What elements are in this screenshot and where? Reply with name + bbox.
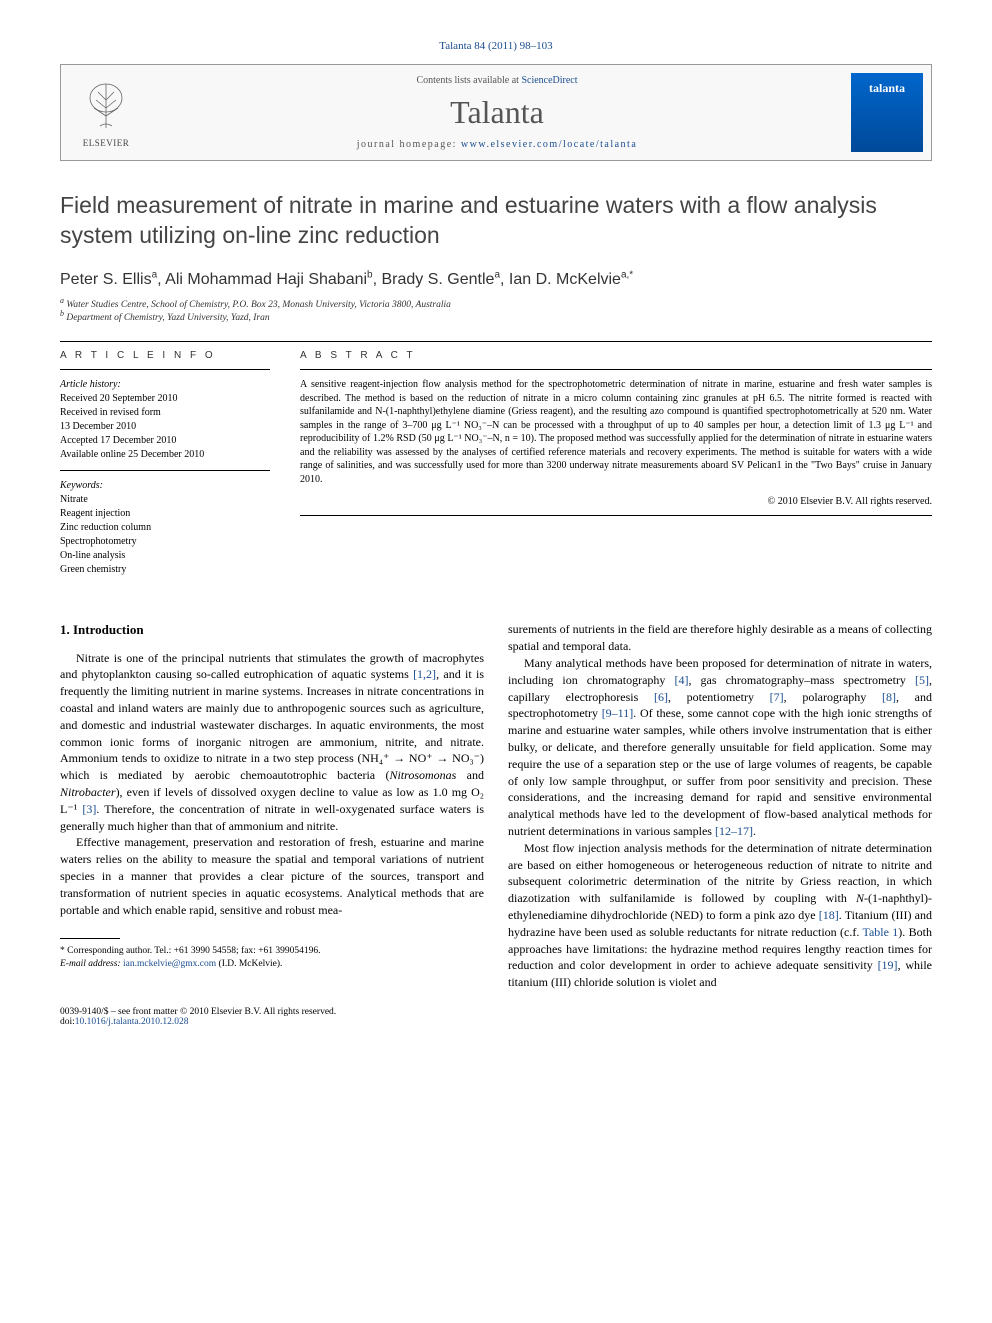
history-line: Received 20 September 2010 (60, 392, 270, 406)
body-paragraph: Most flow injection analysis methods for… (508, 840, 932, 991)
history-line: Accepted 17 December 2010 (60, 434, 270, 448)
body-paragraph: surements of nutrients in the field are … (508, 621, 932, 655)
keyword: Nitrate (60, 493, 270, 507)
publisher-logo: ELSEVIER (61, 65, 151, 160)
abstract-heading: A B S T R A C T (300, 350, 932, 361)
citation-link[interactable]: [4] (674, 673, 688, 687)
header-center: Contents lists available at ScienceDirec… (151, 65, 843, 160)
doi-link[interactable]: 10.1016/j.talanta.2010.12.028 (75, 1017, 189, 1027)
issn-line: 0039-9140/$ – see front matter © 2010 El… (60, 1007, 336, 1017)
page-root: Talanta 84 (2011) 98–103 ELSEVIER Conten… (0, 0, 992, 1067)
keyword: Spectrophotometry (60, 535, 270, 549)
journal-cover-thumb: talanta (851, 73, 923, 152)
journal-header: ELSEVIER Contents lists available at Sci… (60, 64, 932, 161)
history-line: Received in revised form (60, 406, 270, 420)
article-info: A R T I C L E I N F O Article history: R… (60, 350, 270, 593)
cover-title: talanta (869, 81, 905, 96)
contents-available: Contents lists available at ScienceDirec… (416, 75, 577, 86)
keywords-block: Keywords: Nitrate Reagent injection Zinc… (60, 479, 270, 585)
author-list: Peter S. Ellisa, Ali Mohammad Haji Shaba… (60, 271, 932, 289)
journal-reference: Talanta 84 (2011) 98–103 (60, 40, 932, 52)
section-heading: 1. Introduction (60, 621, 484, 639)
corresponding-author: * Corresponding author. Tel.: +61 3990 5… (60, 945, 484, 957)
footnotes: * Corresponding author. Tel.: +61 3990 5… (60, 945, 484, 970)
citation-link[interactable]: [7] (770, 690, 784, 704)
footnote-separator (60, 938, 120, 939)
article-title: Field measurement of nitrate in marine a… (60, 191, 932, 251)
doi-label: doi: (60, 1017, 75, 1027)
citation-link[interactable]: [1,2] (413, 667, 436, 681)
history-label: Article history: (60, 378, 270, 392)
abstract: A B S T R A C T A sensitive reagent-inje… (300, 350, 932, 593)
keyword: Reagent injection (60, 507, 270, 521)
history-line: 13 December 2010 (60, 420, 270, 434)
citation-link[interactable]: [5] (915, 673, 929, 687)
email-link[interactable]: ian.mckelvie@gmx.com (123, 959, 216, 969)
divider (300, 369, 932, 370)
email-suffix: (I.D. McKelvie). (216, 959, 282, 969)
citation-link[interactable]: [6] (654, 690, 668, 704)
body-paragraph: Many analytical methods have been propos… (508, 655, 932, 840)
email-label: E-mail address: (60, 959, 123, 969)
page-footer: 0039-9140/$ – see front matter © 2010 El… (60, 1007, 932, 1027)
journal-name: Talanta (450, 94, 544, 131)
citation-link[interactable]: [18] (819, 908, 839, 922)
body-paragraph: Nitrate is one of the principal nutrient… (60, 650, 484, 835)
sciencedirect-link[interactable]: ScienceDirect (521, 75, 577, 86)
citation-link[interactable]: [9–11] (602, 706, 634, 720)
affiliations: a Water Studies Centre, School of Chemis… (60, 299, 932, 326)
abstract-text: A sensitive reagent-injection flow analy… (300, 378, 932, 486)
table-link[interactable]: Table 1 (862, 925, 898, 939)
email-line: E-mail address: ian.mckelvie@gmx.com (I.… (60, 958, 484, 970)
column-right: surements of nutrients in the field are … (508, 621, 932, 991)
article-info-heading: A R T I C L E I N F O (60, 350, 270, 361)
article-history: Article history: Received 20 September 2… (60, 378, 270, 471)
citation-link[interactable]: [3] (82, 802, 96, 816)
divider (60, 369, 270, 370)
keyword: Green chemistry (60, 563, 270, 577)
homepage-link[interactable]: www.elsevier.com/locate/talanta (461, 139, 637, 150)
body-columns: 1. Introduction Nitrate is one of the pr… (60, 621, 932, 991)
footer-left: 0039-9140/$ – see front matter © 2010 El… (60, 1007, 336, 1027)
abstract-copyright: © 2010 Elsevier B.V. All rights reserved… (300, 496, 932, 507)
citation-link[interactable]: [8] (882, 690, 896, 704)
publisher-name: ELSEVIER (83, 138, 130, 148)
citation-link[interactable]: [12–17] (715, 824, 753, 838)
column-left: 1. Introduction Nitrate is one of the pr… (60, 621, 484, 991)
contents-prefix: Contents lists available at (416, 75, 521, 86)
keyword: Zinc reduction column (60, 521, 270, 535)
doi-line: doi:10.1016/j.talanta.2010.12.028 (60, 1017, 336, 1027)
affiliation-b: b Department of Chemistry, Yazd Universi… (60, 312, 932, 325)
keywords-label: Keywords: (60, 479, 270, 493)
citation-link[interactable]: [19] (878, 958, 898, 972)
info-abstract-row: A R T I C L E I N F O Article history: R… (60, 350, 932, 593)
elsevier-tree-icon (78, 78, 134, 134)
body-paragraph: Effective management, preservation and r… (60, 834, 484, 918)
keyword: On-line analysis (60, 549, 270, 563)
homepage-prefix: journal homepage: (357, 139, 461, 150)
journal-homepage: journal homepage: www.elsevier.com/locat… (357, 139, 638, 150)
divider (300, 515, 932, 516)
divider (60, 341, 932, 342)
history-line: Available online 25 December 2010 (60, 448, 270, 462)
affiliation-a: a Water Studies Centre, School of Chemis… (60, 299, 932, 312)
